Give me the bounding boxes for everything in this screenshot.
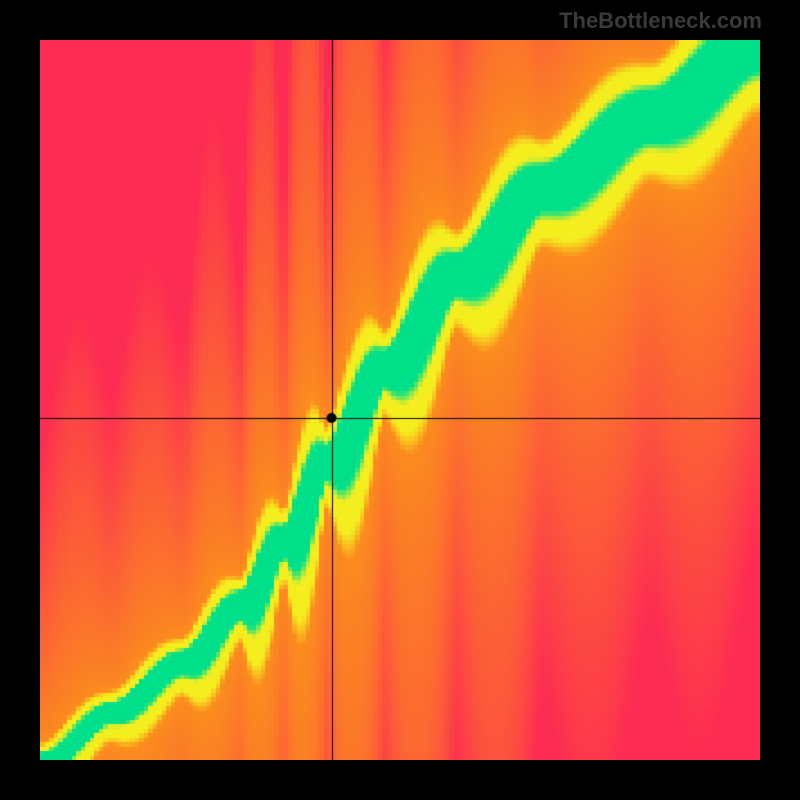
attribution-text: TheBottleneck.com bbox=[559, 8, 762, 34]
bottleneck-heatmap bbox=[40, 40, 760, 760]
